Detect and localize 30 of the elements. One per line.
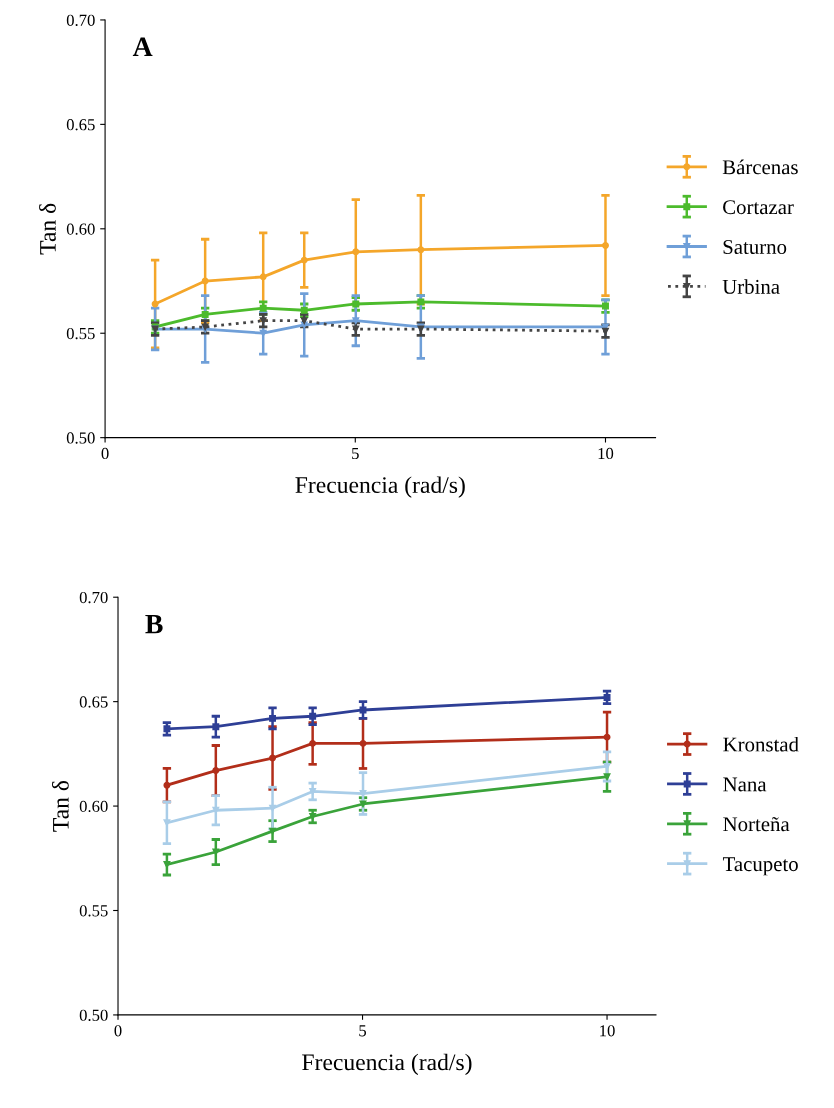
y-tick-label: 0.65: [79, 696, 108, 708]
x-axis-title: Frecuencia (rad/s): [295, 476, 465, 498]
y-tick-label: 0.50: [66, 432, 95, 444]
legend-label: Bárcenas: [722, 159, 798, 175]
x-tick-label: 10: [598, 447, 614, 460]
legend-label: Saturno: [723, 240, 787, 255]
x-tick-label: 5: [352, 448, 359, 460]
chart-title: A: [132, 37, 153, 56]
y-tick-label: 0.70: [66, 14, 95, 26]
y-tick-label: 0.60: [79, 800, 108, 813]
legend-label: Kronstad: [723, 736, 799, 752]
y-tick-label: 0.70: [79, 591, 108, 604]
legend-label: Tacupeto: [722, 857, 798, 876]
y-tick-label: 0.65: [66, 119, 95, 131]
y-tick-label: 0.55: [79, 905, 108, 917]
x-tick-label: 5: [359, 1025, 367, 1037]
y-tick-label: 0.50: [79, 1009, 108, 1021]
legend-label: Urbina: [722, 279, 780, 294]
y-tick-label: 0.55: [66, 327, 95, 340]
y-axis-title: Tan δ: [39, 203, 56, 255]
y-tick-label: 0.60: [66, 223, 95, 235]
x-axis-title: Frecuencia (rad/s): [302, 1053, 472, 1076]
x-tick-label: 10: [600, 1025, 615, 1037]
y-axis-title: Tan δ: [52, 780, 69, 832]
legend-label: Cortazar: [723, 200, 794, 215]
legend-label: Norteña: [723, 817, 790, 832]
x-tick-label: 0: [101, 447, 109, 460]
x-tick-label: 0: [114, 1025, 122, 1037]
legend-label: Nana: [723, 777, 767, 792]
chart-title: B: [145, 615, 163, 634]
